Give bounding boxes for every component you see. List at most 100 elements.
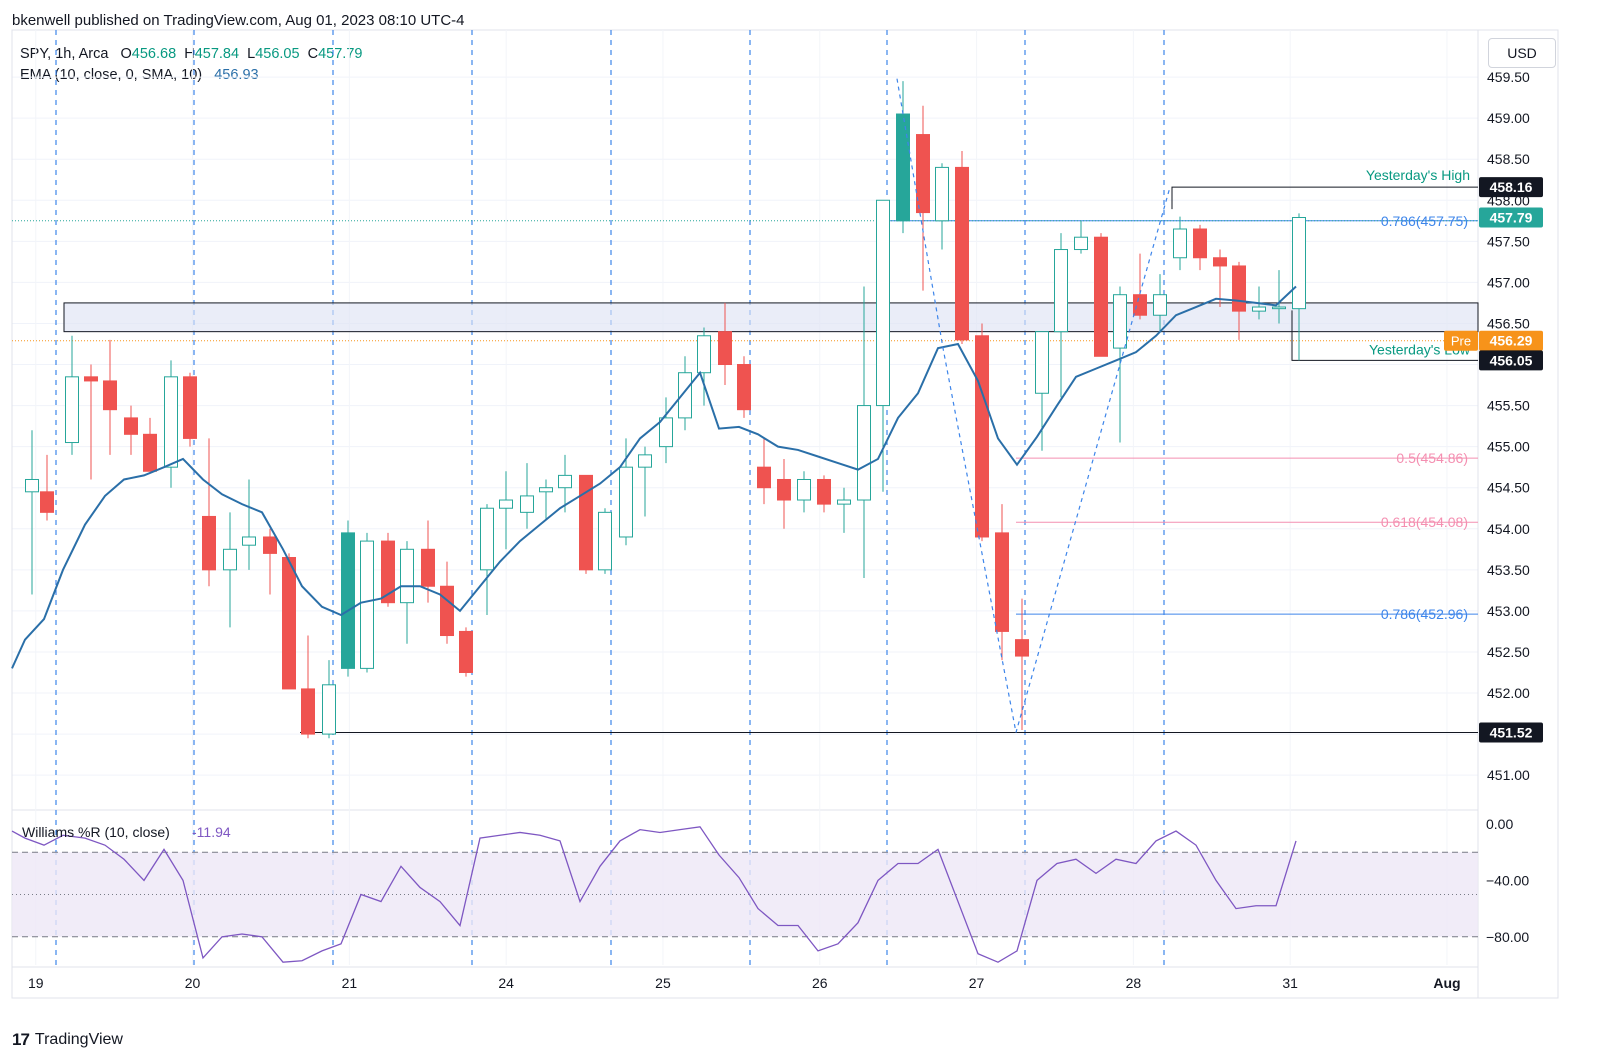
- candle-body: [975, 335, 989, 538]
- candle[interactable]: [40, 454, 54, 521]
- candle-body: [1015, 639, 1029, 657]
- fib-drawing-leg[interactable]: [896, 78, 1171, 733]
- candle[interactable]: [598, 508, 612, 574]
- ema-label[interactable]: EMA (10, close, 0, SMA, 10): [20, 67, 203, 83]
- candle-body: [322, 684, 336, 735]
- candle[interactable]: [876, 199, 890, 492]
- high-label: H: [184, 46, 195, 62]
- candle-body: [1232, 265, 1246, 312]
- close-value: 457.79: [318, 46, 363, 62]
- symbol-label[interactable]: SPY, 1h, Arca: [20, 46, 109, 62]
- candle[interactable]: [1173, 216, 1187, 271]
- candle[interactable]: [1094, 233, 1108, 357]
- candle-body: [678, 372, 692, 419]
- candle[interactable]: [164, 360, 178, 488]
- candle[interactable]: [539, 479, 553, 521]
- candle[interactable]: [975, 323, 989, 542]
- candle[interactable]: [916, 105, 930, 291]
- price-tick-label: 452.50: [1487, 644, 1530, 660]
- candle[interactable]: [1213, 249, 1227, 308]
- candle[interactable]: [857, 286, 871, 579]
- candle[interactable]: [737, 356, 751, 418]
- candle-body: [1054, 249, 1068, 333]
- candle[interactable]: [837, 487, 851, 533]
- candle[interactable]: [520, 463, 534, 529]
- candle[interactable]: [1153, 274, 1167, 332]
- candle[interactable]: [1074, 220, 1088, 254]
- currency-button[interactable]: USD: [1488, 38, 1556, 68]
- candle[interactable]: [360, 532, 374, 673]
- candle[interactable]: [718, 302, 732, 386]
- candle[interactable]: [301, 635, 315, 739]
- candle-body: [1113, 294, 1127, 349]
- candle[interactable]: [400, 541, 414, 644]
- candle-body: [381, 540, 395, 604]
- candle-body: [955, 166, 969, 341]
- yesterdays-high-line[interactable]: [1171, 186, 1478, 210]
- candle[interactable]: [202, 438, 216, 587]
- candle[interactable]: [659, 397, 673, 464]
- candle-body: [659, 417, 673, 448]
- candle[interactable]: [797, 471, 811, 513]
- candle-body: [1153, 294, 1167, 316]
- candle[interactable]: [955, 150, 969, 344]
- candle[interactable]: [242, 479, 256, 570]
- candle[interactable]: [896, 81, 910, 234]
- candle[interactable]: [777, 458, 791, 529]
- candle[interactable]: [935, 163, 949, 250]
- candle-body: [421, 548, 435, 587]
- time-tick-label: 27: [969, 975, 985, 991]
- candle[interactable]: [499, 471, 513, 550]
- candle-body: [1272, 306, 1286, 310]
- candle[interactable]: [25, 430, 39, 595]
- candle[interactable]: [381, 532, 395, 607]
- candle[interactable]: [1133, 253, 1147, 320]
- williams-line[interactable]: [11, 826, 1297, 963]
- candle[interactable]: [757, 438, 771, 505]
- candle[interactable]: [558, 454, 572, 513]
- candle[interactable]: [638, 446, 652, 517]
- candle[interactable]: [282, 553, 296, 690]
- candle[interactable]: [103, 339, 117, 455]
- candle-body: [857, 405, 871, 501]
- candle[interactable]: [1113, 286, 1127, 443]
- candle[interactable]: [183, 372, 197, 447]
- candle[interactable]: [65, 335, 79, 455]
- candle-body: [916, 134, 930, 214]
- candle[interactable]: [1292, 213, 1306, 361]
- candle[interactable]: [223, 512, 237, 628]
- candle-body: [558, 474, 572, 489]
- candle[interactable]: [1054, 233, 1068, 398]
- candle[interactable]: [341, 520, 355, 677]
- candle-body: [995, 532, 1009, 632]
- candle-body: [520, 495, 534, 513]
- candle-body: [183, 376, 197, 439]
- candle[interactable]: [697, 327, 711, 406]
- yesterdays-high-tag-bg: [1479, 177, 1543, 198]
- candle[interactable]: [579, 474, 593, 574]
- candle[interactable]: [322, 660, 336, 739]
- candle-body: [876, 199, 890, 407]
- candle[interactable]: [459, 627, 473, 677]
- candle[interactable]: [1272, 270, 1286, 324]
- ema-line-plot[interactable]: [11, 285, 1297, 669]
- candle[interactable]: [1035, 331, 1049, 451]
- candle[interactable]: [124, 405, 138, 455]
- price-tick-label: 456.50: [1487, 315, 1530, 331]
- candle[interactable]: [678, 356, 692, 431]
- candle[interactable]: [263, 528, 277, 595]
- candle[interactable]: [817, 475, 831, 513]
- candle[interactable]: [1015, 598, 1029, 730]
- candle[interactable]: [480, 504, 494, 615]
- yesterdays-low-line[interactable]: [1291, 310, 1478, 361]
- candle[interactable]: [84, 364, 98, 480]
- support-zone[interactable]: [63, 302, 1479, 333]
- candle[interactable]: [619, 438, 633, 546]
- fib-0786-upper-label: 0.786(457.75): [1381, 213, 1468, 229]
- footer-brand: 17 TradingView: [12, 1030, 123, 1050]
- candle[interactable]: [143, 417, 157, 472]
- chart-frame: [11, 29, 1559, 999]
- candle[interactable]: [995, 504, 1009, 661]
- candle[interactable]: [1193, 224, 1207, 271]
